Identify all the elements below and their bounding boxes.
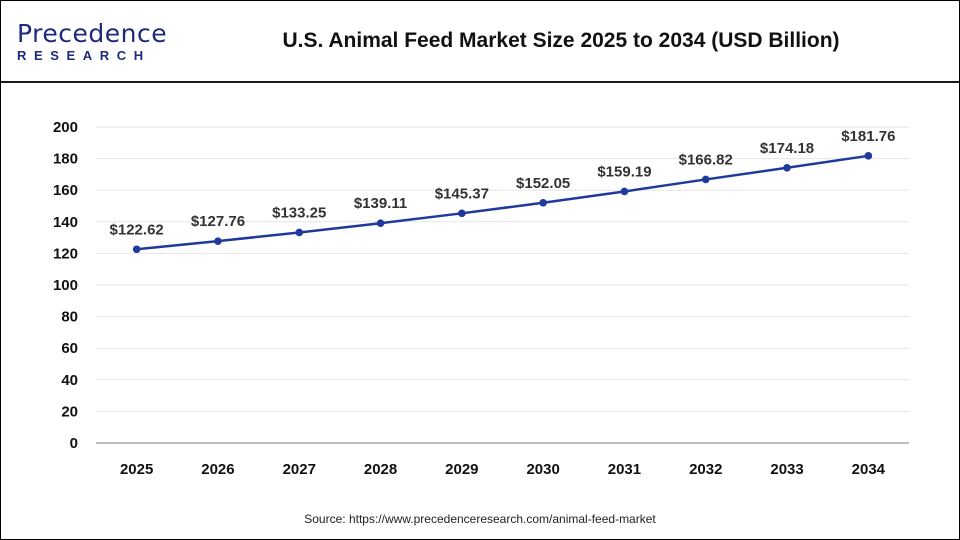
data-point (783, 163, 791, 172)
data-label: $152.05 (516, 175, 570, 192)
x-tick-label: 2030 (526, 461, 559, 478)
data-label: $133.25 (272, 204, 326, 221)
x-tick-label: 2026 (201, 461, 234, 478)
data-point (864, 152, 873, 160)
x-tick-label: 2028 (364, 461, 397, 478)
chart-title: U.S. Animal Feed Market Size 2025 to 203… (282, 29, 840, 52)
data-label: $159.19 (597, 163, 651, 180)
data-label: $181.76 (841, 128, 895, 145)
data-point (214, 237, 222, 245)
data-point (620, 187, 629, 196)
logo-text: Precedence (17, 19, 168, 48)
data-label: $166.82 (679, 151, 733, 168)
data-point (458, 209, 466, 218)
precedence-research-logo: Precedence RESEARCH (17, 19, 168, 64)
x-tick-label: 2034 (852, 461, 886, 478)
x-tick-label: 2031 (608, 461, 641, 478)
x-tick-label: 2032 (689, 461, 722, 478)
series-line (136, 154, 869, 251)
data-point (539, 198, 547, 207)
data-point (701, 175, 710, 184)
y-tick-label: 20 (61, 403, 78, 420)
y-tick-label: 140 (53, 214, 78, 231)
data-label: $139.11 (354, 195, 407, 212)
data-label: $127.76 (191, 213, 245, 230)
data-label: $145.37 (435, 185, 489, 202)
data-point (376, 219, 385, 228)
x-tick-label: 2025 (120, 461, 153, 478)
y-tick-label: 160 (53, 182, 78, 199)
x-tick-label: 2033 (770, 461, 803, 478)
y-tick-label: 200 (53, 119, 78, 136)
x-tick-label: 2027 (283, 461, 316, 478)
header: Precedence RESEARCH U.S. Animal Feed Mar… (1, 1, 959, 83)
data-point (295, 228, 304, 237)
y-tick-label: 120 (53, 245, 78, 262)
logo-subtext: RESEARCH (17, 48, 151, 63)
y-tick-label: 80 (61, 309, 78, 326)
y-tick-label: 180 (53, 151, 78, 168)
y-tick-label: 100 (53, 277, 78, 294)
data-point (132, 245, 141, 254)
data-label: $122.62 (110, 221, 164, 238)
y-tick-label: 0 (70, 435, 78, 452)
y-tick-label: 60 (61, 340, 78, 357)
data-label: $174.18 (760, 140, 814, 157)
y-tick-label: 40 (61, 372, 78, 389)
x-tick-label: 2029 (445, 461, 478, 478)
source-note: Source: https://www.precedenceresearch.c… (304, 512, 656, 526)
